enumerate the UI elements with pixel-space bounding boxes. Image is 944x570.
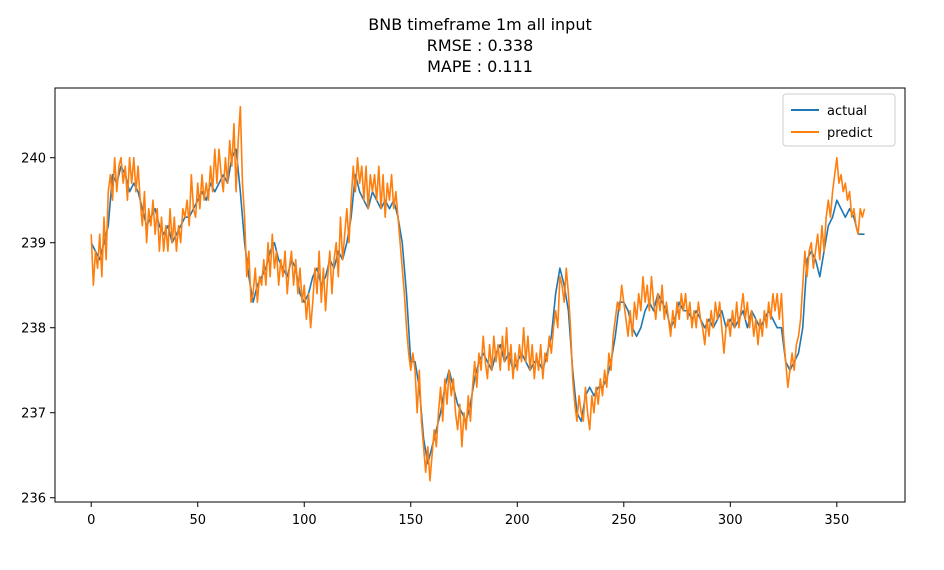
y-axis: 236 237 238 239 240 <box>21 152 55 507</box>
x-tick-label: 50 <box>189 513 206 528</box>
chart-title-line-3: MAPE : 0.111 <box>427 57 533 76</box>
y-tick-label: 237 <box>21 407 46 422</box>
x-tick-label: 150 <box>398 513 423 528</box>
y-tick-label: 238 <box>21 322 46 337</box>
y-tick-label: 240 <box>21 152 46 167</box>
chart-title-line-1: BNB timeframe 1m all input <box>368 15 591 34</box>
plot-area <box>90 105 866 482</box>
x-tick-label: 200 <box>505 513 530 528</box>
legend-label-actual: actual <box>827 104 867 119</box>
axes-frame <box>54 87 906 503</box>
series-line-predict <box>90 105 866 482</box>
x-tick-label: 350 <box>824 513 849 528</box>
legend: actual predict <box>782 93 896 147</box>
y-tick-label: 239 <box>21 237 46 252</box>
chart-title-line-2: RMSE : 0.338 <box>427 36 534 55</box>
legend-label-predict: predict <box>827 126 872 141</box>
x-tick-label: 0 <box>87 513 95 528</box>
x-axis: 0 50 100 150 200 250 300 350 <box>87 502 849 528</box>
x-tick-label: 100 <box>292 513 317 528</box>
x-tick-label: 250 <box>611 513 636 528</box>
x-tick-label: 300 <box>718 513 743 528</box>
y-tick-label: 236 <box>21 492 46 507</box>
